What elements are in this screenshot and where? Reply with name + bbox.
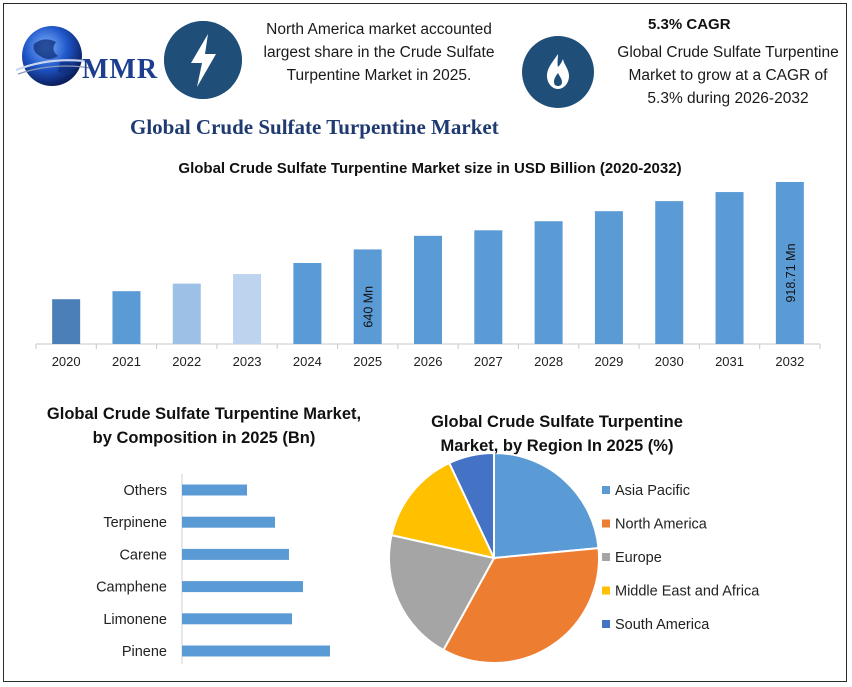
hbar-camphene [182, 581, 303, 593]
info-cagr: Global Crude Sulfate Turpentine Market t… [617, 44, 839, 107]
infographic-frame: MMR North America market accounted large… [3, 3, 847, 682]
bar-2023 [233, 274, 262, 344]
legend-swatch [602, 586, 610, 595]
hbar-pinene [182, 645, 330, 657]
x-tick-label: 2029 [594, 354, 623, 369]
market-size-bar-chart: 2020 2021 2022 2023 2024 2025 640 Mn 2026 2027 20… [35, 182, 821, 369]
info-north-america: North America market accounted largest s… [263, 21, 495, 84]
bar-2031 [715, 192, 744, 344]
pie-slice-south-america [447, 454, 495, 559]
cagr-title: 5.3% CAGR [648, 16, 731, 33]
legend-label: North America [615, 517, 708, 533]
globe-icon [15, 26, 93, 86]
composition-chart-title: Global Crude Sulfate Turpentine Market, … [46, 405, 362, 447]
legend-label: Middle East and Africa [615, 584, 760, 600]
x-tick-label: 2025 [353, 354, 382, 369]
category-label: Pinene [122, 644, 167, 660]
legend-label: South America [615, 617, 710, 633]
bar-2022 [172, 283, 201, 344]
bar-2032 [775, 182, 804, 344]
legend-label: Asia Pacific [615, 483, 690, 499]
x-tick-label: 2027 [474, 354, 503, 369]
x-tick-label: 2020 [52, 354, 81, 369]
pie-slice-north-america [442, 547, 600, 664]
main-title: Global Crude Sulfate Turpentine Market [130, 115, 499, 139]
data-label: 640 Mn [362, 286, 376, 328]
pie-slice-asia-pacific [493, 454, 600, 560]
x-tick-label: 2022 [172, 354, 201, 369]
bar-2025 [353, 249, 382, 344]
x-tick-label: 2030 [655, 354, 684, 369]
category-label: Carene [119, 547, 167, 563]
legend-swatch [602, 553, 610, 561]
bar-2026 [414, 235, 442, 344]
bar-chart-title: Global Crude Sulfate Turpentine Market s… [178, 160, 682, 177]
legend-swatch [602, 519, 610, 528]
hbar-others [182, 484, 247, 496]
flame-icon [522, 36, 594, 108]
bar-2030 [655, 201, 684, 344]
hbar-carene [182, 548, 289, 560]
bar-2029 [594, 211, 623, 344]
region-chart-title: Global Crude Sulfate Turpentine Market, … [431, 413, 683, 455]
region-pie-chart: Asia Pacific North America Europe Middle Ea… [388, 454, 760, 664]
category-label: Camphene [96, 580, 167, 596]
x-tick-label: 2032 [775, 354, 804, 369]
bar-2024 [293, 263, 322, 344]
lightning-icon [164, 21, 242, 99]
data-label: 918.71 Mn [784, 243, 798, 302]
pie-slice-middle-east-and-africa [390, 461, 496, 560]
legend-label: Europe [615, 550, 662, 566]
hbar-terpinene [182, 516, 275, 528]
logo-text: MMR [82, 54, 159, 85]
hbar-limonene [182, 613, 292, 625]
category-label: Others [123, 483, 167, 499]
legend-swatch [602, 486, 610, 494]
category-label: Limonene [103, 612, 167, 628]
x-tick-label: 2021 [112, 354, 141, 369]
x-tick-label: 2024 [293, 354, 322, 369]
bar-2028 [534, 221, 563, 344]
bar-2020 [52, 299, 81, 344]
pie-slice-europe [388, 533, 496, 652]
category-label: Terpinene [103, 515, 167, 531]
x-tick-label: 2031 [715, 354, 744, 369]
x-tick-label: 2026 [414, 354, 443, 369]
bar-2021 [112, 291, 141, 344]
x-tick-label: 2023 [233, 354, 262, 369]
legend-swatch [602, 620, 610, 628]
composition-bar-chart: Others Terpinene Carene Camphene Limonene Pin… [96, 474, 330, 664]
x-tick-label: 2028 [534, 354, 563, 369]
bar-2027 [474, 230, 503, 344]
